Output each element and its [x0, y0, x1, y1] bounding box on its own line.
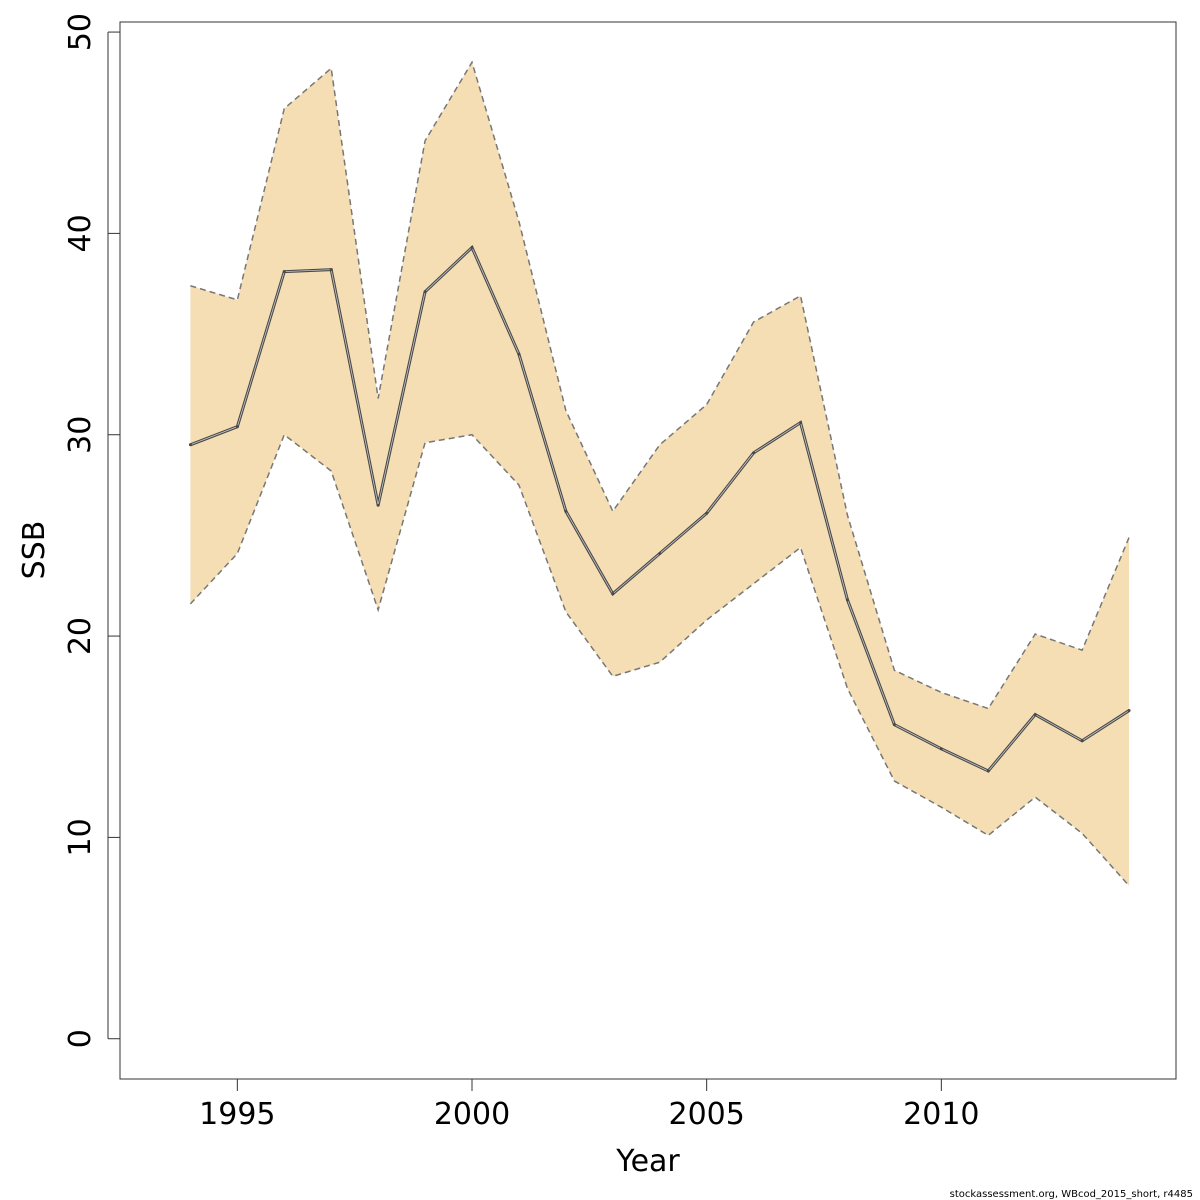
y-tick-label-30: 30: [63, 416, 98, 454]
y-tick-label-0: 0: [63, 1029, 98, 1048]
estimate-point-2003: [611, 592, 615, 596]
y-tick-label-20: 20: [63, 617, 98, 655]
estimate-point-2000: [470, 245, 474, 249]
x-axis-label: Year: [615, 1144, 680, 1179]
estimate-point-1996: [282, 270, 286, 274]
confidence-band: [190, 62, 1130, 886]
estimate-point-1998: [376, 503, 380, 507]
estimate-point-2001: [517, 352, 521, 356]
estimate-point-2008: [845, 598, 849, 602]
axis-layer: 1995 2000 2005 2010 0 10 20 30 40 50: [63, 13, 980, 1132]
y-tick-label-50: 50: [63, 13, 98, 51]
estimate-point-2010: [939, 747, 943, 751]
estimate-point-1999: [423, 290, 427, 294]
estimate-point-2006: [752, 451, 756, 455]
estimate-point-1997: [329, 268, 333, 272]
confidence-band-layer: [190, 62, 1130, 886]
y-tick-label-40: 40: [63, 214, 98, 252]
y-axis-label: SSB: [17, 521, 52, 580]
estimate-point-2002: [564, 509, 568, 513]
x-tick-label-1995: 1995: [199, 1097, 275, 1132]
estimate-point-2013: [1080, 739, 1084, 743]
estimate-point-2005: [705, 511, 709, 515]
x-tick-label-2000: 2000: [434, 1097, 510, 1132]
footer-credit: stockassessment.org, WBcod_2015_short, r…: [950, 1189, 1193, 1200]
estimate-point-2014: [1127, 709, 1131, 713]
estimate-point-2007: [799, 421, 803, 425]
estimate-point-2009: [892, 723, 896, 727]
estimate-point-2004: [658, 552, 662, 556]
lower-bound-line: [189, 433, 1130, 887]
y-tick-label-10: 10: [63, 818, 98, 856]
estimate-point-1995: [235, 425, 239, 429]
estimate-point-1994: [188, 443, 192, 447]
line-layer: [188, 60, 1131, 887]
x-tick-label-2005: 2005: [668, 1097, 744, 1132]
x-tick-label-2010: 2010: [903, 1097, 979, 1132]
estimate-point-2011: [986, 769, 990, 773]
estimate-point-2012: [1033, 713, 1037, 717]
